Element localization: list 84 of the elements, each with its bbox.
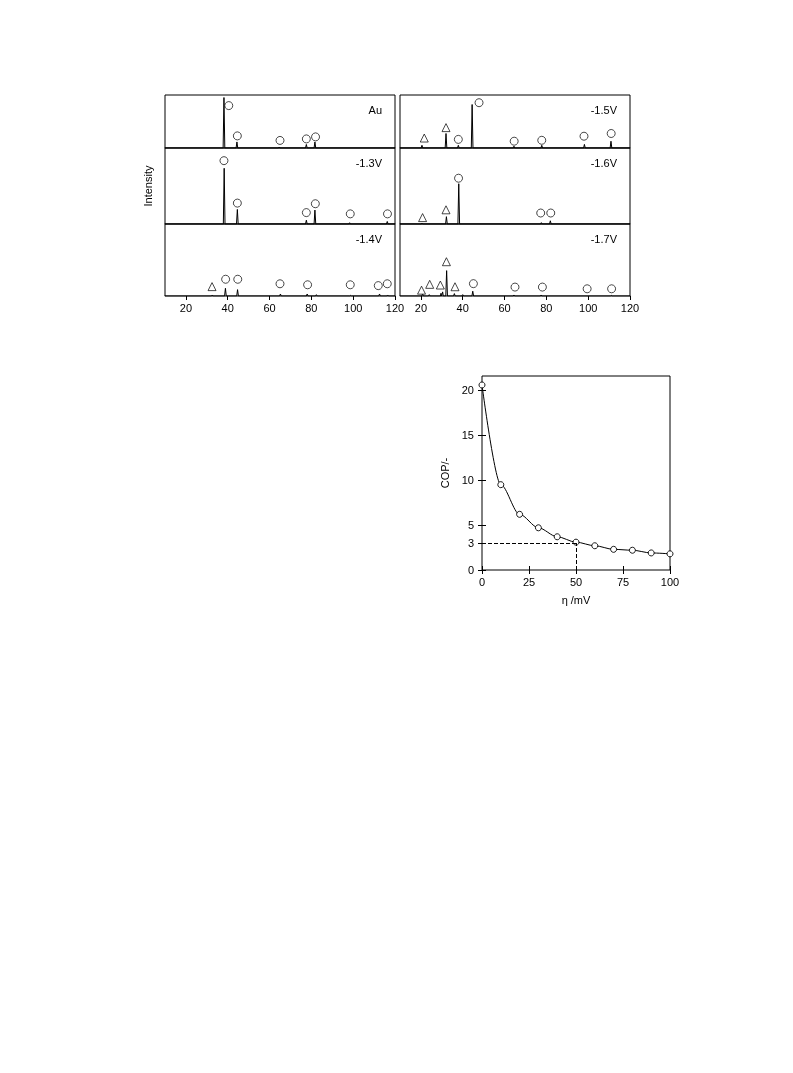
- y-tick-label: 3: [467, 537, 474, 550]
- chart-title: -1.3V: [355, 156, 383, 169]
- x-tick-label: 20: [179, 301, 193, 314]
- point: [221, 274, 231, 284]
- point: [435, 280, 445, 290]
- point: [311, 132, 320, 142]
- point: [468, 279, 478, 289]
- x-tick-label: 20: [414, 301, 428, 314]
- point: [474, 98, 484, 108]
- point: [224, 101, 234, 111]
- x-tick-label: 60: [263, 301, 276, 314]
- x-tick-label: 25: [522, 575, 536, 588]
- x-tick-label: 100: [579, 301, 598, 314]
- x-tick-label: 120: [620, 301, 640, 314]
- point: [303, 280, 313, 290]
- point: [310, 199, 320, 209]
- point: [516, 510, 524, 518]
- point: [606, 129, 616, 138]
- x-tick-label: 40: [221, 301, 234, 314]
- point: [207, 282, 217, 292]
- point: [591, 542, 599, 550]
- chart-title: -1.5V: [590, 103, 618, 116]
- point: [454, 173, 463, 183]
- point: [232, 198, 242, 208]
- x-tick-label: 100: [344, 301, 363, 314]
- point: [628, 546, 636, 554]
- point: [382, 279, 392, 289]
- point: [553, 533, 561, 541]
- point: [497, 481, 505, 489]
- point: [418, 213, 428, 223]
- y-tick-label: 10: [461, 474, 474, 487]
- point: [373, 281, 383, 291]
- point: [534, 524, 542, 532]
- point: [441, 205, 451, 215]
- point: [546, 208, 556, 218]
- point: [450, 282, 460, 292]
- point: [610, 545, 618, 553]
- point: [233, 274, 243, 284]
- chart-title: -1.6V: [590, 156, 618, 169]
- text: Au: [368, 103, 383, 116]
- point: [607, 284, 617, 294]
- y-tick-label: 5: [467, 519, 474, 532]
- point: [383, 209, 392, 219]
- y-tick-label: 15: [461, 429, 474, 442]
- x-tick-label: 40: [456, 301, 469, 314]
- point: [509, 136, 519, 146]
- x-tick-label: 60: [498, 301, 511, 314]
- point: [301, 208, 311, 218]
- x-axis-title: η /mV: [561, 593, 592, 606]
- y-tick-label: 20: [461, 384, 474, 397]
- point: [441, 257, 451, 267]
- y-axis-title: Intensity: [141, 165, 154, 207]
- point: [536, 208, 546, 218]
- point: [478, 381, 486, 389]
- x-tick-label: 75: [616, 575, 630, 588]
- point: [417, 285, 426, 295]
- point: [666, 550, 674, 558]
- point: [582, 284, 592, 294]
- point: [345, 209, 355, 219]
- point: [219, 156, 229, 166]
- y-tick-label: 0: [467, 564, 474, 576]
- point: [579, 131, 589, 141]
- x-tick-label: 100: [660, 575, 680, 588]
- point: [301, 134, 311, 144]
- point: [345, 280, 355, 290]
- point: [441, 123, 451, 133]
- x-tick-label: 0: [478, 575, 486, 588]
- point: [537, 135, 547, 145]
- x-tick-label: 120: [385, 301, 405, 314]
- point: [425, 279, 435, 289]
- point: [275, 279, 285, 289]
- y-axis-title: COP/-: [439, 457, 452, 489]
- chart-title: -1.7V: [590, 232, 618, 245]
- x-tick-label: 80: [540, 301, 553, 314]
- point: [510, 282, 520, 292]
- chart-title: -1.4V: [355, 232, 383, 245]
- point: [232, 131, 242, 141]
- point: [537, 282, 547, 292]
- point: [419, 133, 429, 143]
- point: [275, 135, 285, 145]
- point: [453, 134, 463, 144]
- point: [647, 549, 655, 557]
- x-tick-label: 50: [569, 575, 583, 588]
- x-tick-label: 80: [305, 301, 318, 314]
